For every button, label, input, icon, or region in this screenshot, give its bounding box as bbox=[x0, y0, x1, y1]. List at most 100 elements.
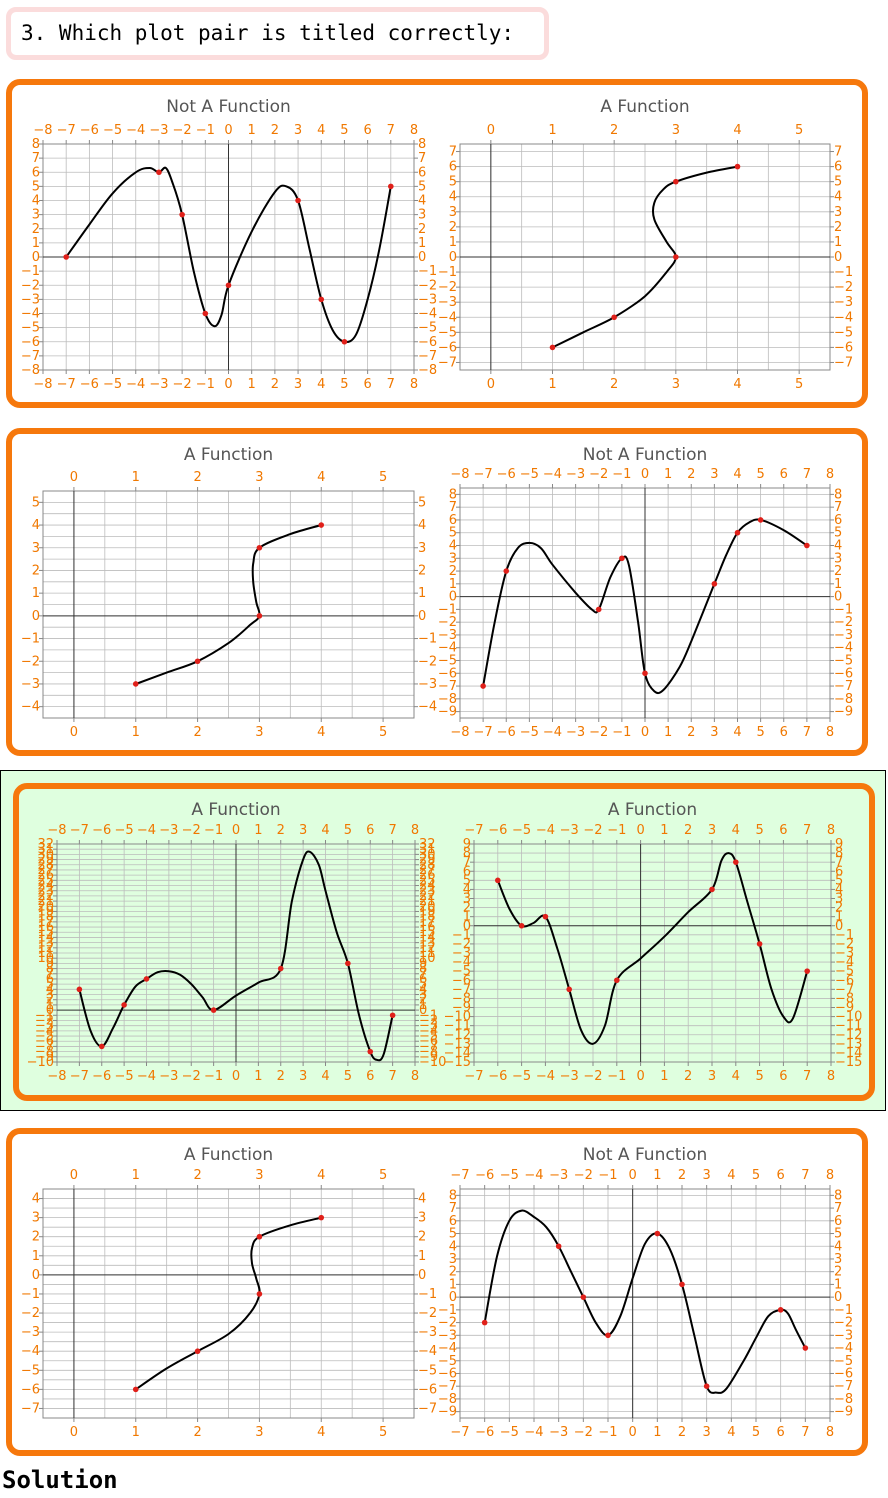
y-tick-label-right: 4 bbox=[835, 882, 843, 897]
y-tick-label-left: 3 bbox=[46, 988, 54, 1003]
x-tick-label-top: −1 bbox=[612, 467, 631, 482]
y-tick-label-left: 6 bbox=[463, 864, 471, 879]
y-tick-label-right: 6 bbox=[419, 972, 427, 987]
y-tick-label-right: 5 bbox=[834, 1227, 842, 1242]
y-tick-label-left: 1 bbox=[449, 1277, 457, 1292]
x-tick-label-bottom: 6 bbox=[363, 377, 371, 392]
x-tick-label-bottom: 0 bbox=[641, 725, 649, 740]
x-tick-label-bottom: −3 bbox=[149, 377, 168, 392]
x-tick-label-bottom: −2 bbox=[583, 1069, 602, 1084]
y-tick-label-left: −6 bbox=[438, 340, 457, 355]
y-tick-label-left: 4 bbox=[463, 882, 471, 897]
x-tick-label-bottom: −3 bbox=[549, 1425, 568, 1440]
y-tick-label-left: 8 bbox=[449, 487, 457, 502]
x-tick-label-top: 7 bbox=[387, 123, 395, 138]
y-tick-label-right: 11 bbox=[419, 946, 436, 961]
y-tick-label-left: −3 bbox=[35, 1019, 54, 1034]
option-panel-2[interactable] bbox=[6, 428, 868, 756]
y-tick-label-right: 3 bbox=[834, 551, 842, 566]
y-tick-label-left: 28 bbox=[37, 858, 54, 873]
x-tick-label-top: 6 bbox=[363, 123, 371, 138]
plot-2-left-title: A Function bbox=[184, 445, 273, 465]
option-panel-4[interactable] bbox=[6, 1128, 868, 1456]
x-tick-label-top: 5 bbox=[379, 1168, 387, 1183]
y-tick-label-left: 10 bbox=[37, 951, 54, 966]
x-tick-label-top: 2 bbox=[271, 123, 279, 138]
y-tick-label-left: 9 bbox=[463, 837, 471, 852]
y-tick-label-left: −4 bbox=[438, 641, 457, 656]
data-point bbox=[518, 922, 525, 929]
x-tick-label-top: −2 bbox=[583, 823, 602, 838]
x-tick-label-top: 0 bbox=[636, 823, 644, 838]
x-tick-label-top: −1 bbox=[204, 823, 223, 838]
y-tick-label-left: 6 bbox=[449, 513, 457, 528]
x-tick-label-top: 1 bbox=[653, 1168, 661, 1183]
y-tick-label-left: 1 bbox=[32, 1249, 40, 1264]
data-point bbox=[804, 968, 810, 974]
x-tick-label-bottom: 4 bbox=[732, 1069, 740, 1084]
plot-3-left-title: A Function bbox=[191, 800, 280, 820]
option-panel-3[interactable] bbox=[13, 783, 875, 1101]
y-tick-label-left: 2 bbox=[449, 564, 457, 579]
y-tick-label-left: 2 bbox=[32, 222, 40, 237]
x-tick-label-top: 2 bbox=[193, 470, 201, 485]
x-tick-label-top: −7 bbox=[70, 823, 89, 838]
y-tick-label-right: −2 bbox=[418, 654, 437, 669]
y-tick-label-left: 0 bbox=[32, 250, 40, 265]
x-tick-label-top: 4 bbox=[732, 823, 740, 838]
y-tick-label-right: 5 bbox=[834, 526, 842, 541]
x-tick-label-top: −8 bbox=[450, 467, 469, 482]
y-tick-label-right: −3 bbox=[834, 295, 853, 310]
y-tick-label-left: −1 bbox=[21, 264, 40, 279]
x-tick-label-top: 5 bbox=[755, 823, 763, 838]
y-tick-label-right: 7 bbox=[834, 145, 842, 160]
y-tick-label-left: 8 bbox=[32, 137, 40, 152]
data-point bbox=[555, 1243, 562, 1250]
x-tick-label-bottom: 3 bbox=[710, 725, 718, 740]
y-tick-label-left: −1 bbox=[438, 265, 457, 280]
x-tick-label-top: 4 bbox=[733, 467, 741, 482]
y-tick-label-right: −9 bbox=[419, 1050, 438, 1065]
y-tick-label-right: 20 bbox=[419, 899, 436, 914]
x-tick-label-top: 2 bbox=[610, 123, 618, 138]
y-tick-label-left: 29 bbox=[37, 853, 54, 868]
data-point bbox=[318, 1214, 325, 1221]
y-tick-label-right: −7 bbox=[834, 1379, 853, 1394]
y-tick-label-left: −7 bbox=[438, 679, 457, 694]
y-tick-label-left: −7 bbox=[21, 1401, 40, 1416]
y-tick-label-left: 5 bbox=[449, 175, 457, 190]
y-tick-label-left: −7 bbox=[438, 1379, 457, 1394]
y-tick-label-left: 5 bbox=[32, 495, 40, 510]
y-tick-label-right: −6 bbox=[835, 973, 854, 988]
x-tick-label-top: −6 bbox=[475, 1168, 494, 1183]
x-tick-label-top: 3 bbox=[672, 123, 680, 138]
data-point bbox=[295, 197, 301, 204]
option-panel-1[interactable] bbox=[6, 79, 868, 408]
y-tick-label-right: 6 bbox=[835, 864, 843, 879]
plot-2-left-frame bbox=[42, 490, 415, 719]
x-tick-label-top: 0 bbox=[641, 467, 649, 482]
y-tick-label-left: −8 bbox=[35, 1045, 54, 1060]
data-point bbox=[595, 606, 602, 613]
y-tick-label-right: 2 bbox=[835, 901, 843, 916]
y-tick-label-right: 1 bbox=[418, 236, 426, 251]
y-tick-label-right: −1 bbox=[835, 928, 854, 943]
y-tick-label-left: 15 bbox=[37, 925, 54, 940]
x-tick-label-bottom: 8 bbox=[827, 1069, 835, 1084]
y-tick-label-left: 5 bbox=[463, 873, 471, 888]
y-tick-label-left: 14 bbox=[37, 930, 54, 945]
y-tick-label-right: −10 bbox=[419, 1055, 446, 1070]
y-tick-label-right: 0 bbox=[834, 590, 842, 605]
y-tick-label-right: 7 bbox=[834, 1201, 842, 1216]
data-point bbox=[549, 344, 556, 351]
x-tick-label-bottom: −3 bbox=[560, 1069, 579, 1084]
y-tick-label-right: −13 bbox=[835, 1037, 862, 1052]
x-tick-label-top: −3 bbox=[549, 1168, 568, 1183]
y-tick-label-left: −12 bbox=[444, 1028, 471, 1043]
x-tick-label-top: 0 bbox=[629, 1168, 637, 1183]
y-tick-label-left: 3 bbox=[449, 551, 457, 566]
y-tick-label-right: −9 bbox=[835, 1001, 854, 1016]
y-tick-label-left: −3 bbox=[21, 292, 40, 307]
